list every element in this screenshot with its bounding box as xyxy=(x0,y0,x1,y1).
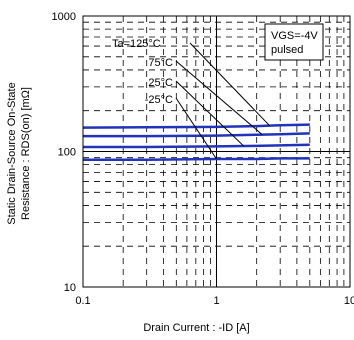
condition-box-line: pulsed xyxy=(271,44,303,56)
series-line xyxy=(83,132,310,138)
series-lines xyxy=(82,123,310,161)
leader-line xyxy=(175,80,245,147)
series-labels: Ta=125°C 75°C 25°C -25°C xyxy=(112,38,173,106)
plot-frame xyxy=(82,15,351,288)
label-leader-lines xyxy=(175,42,270,160)
y-axis-label-line1: Static Drain-Source On-State xyxy=(6,82,18,224)
condition-box-line: VGS=-4V xyxy=(271,30,318,42)
x-tick-label: 1 xyxy=(213,295,219,307)
leader-line xyxy=(189,42,270,127)
tick-labels: 0.1 1 10 10 100 1000 xyxy=(52,11,354,307)
y-tick-label: 100 xyxy=(58,147,76,159)
condition-box: VGS=-4V pulsed xyxy=(264,23,324,61)
series-line xyxy=(82,123,310,129)
leader-line xyxy=(175,60,263,135)
y-axis-label-line2: Resistance : RDS(on) [mΩ] xyxy=(20,87,32,220)
x-axis-label: Drain Current : -ID [A] xyxy=(143,322,249,334)
series-label: -25°C xyxy=(145,94,173,106)
y-tick-label: 10 xyxy=(64,282,76,294)
condition-box-frame xyxy=(264,23,324,61)
series-line xyxy=(83,143,310,149)
series-label: Ta=125°C xyxy=(112,38,161,50)
x-tick-label: 10 xyxy=(344,295,354,307)
series-label: 25°C xyxy=(148,77,173,89)
series-label: 75°C xyxy=(148,57,173,69)
y-tick-label: 1000 xyxy=(52,11,76,23)
series-line xyxy=(83,157,310,161)
leader-line xyxy=(175,97,217,160)
x-tick-label: 0.1 xyxy=(75,295,90,307)
